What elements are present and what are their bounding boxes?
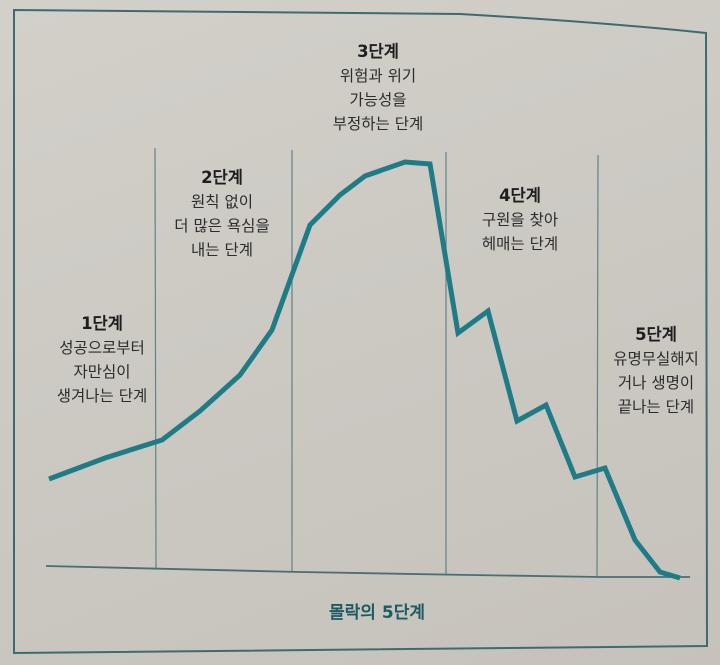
stage-4-label: 4단계 구원을 찾아 헤매는 단계 bbox=[482, 184, 558, 256]
stage-3-line-3: 부정하는 단계 bbox=[332, 115, 424, 133]
stage-5-line-1: 유명무실해지 bbox=[613, 350, 699, 368]
stage-5-line-3: 끝나는 단계 bbox=[617, 398, 695, 416]
stage-3-title: 3단계 bbox=[357, 42, 399, 61]
stage-2-label: 2단계 원칙 없이 더 많은 욕심을 내는 단계 bbox=[174, 166, 269, 262]
stage-1-label: 1단계 성공으로부터 자만심이 생겨나는 단계 bbox=[57, 312, 148, 408]
stage-3-label: 3단계 위험과 위기 가능성을 부정하는 단계 bbox=[333, 40, 424, 136]
baseline-axis bbox=[45, 565, 690, 578]
stage-1-line-3: 생겨나는 단계 bbox=[56, 387, 148, 405]
stage-1-line-1: 성공으로부터 bbox=[59, 339, 145, 357]
stage-divider-1-2 bbox=[154, 147, 157, 570]
stage-1-title: 1단계 bbox=[81, 314, 123, 333]
stage-5-title: 5단계 bbox=[635, 325, 677, 344]
stage-3-line-1: 위험과 위기 bbox=[339, 67, 417, 85]
stage-5-label: 5단계 유명무실해지 거나 생명이 끝나는 단계 bbox=[613, 323, 699, 419]
stage-2-title: 2단계 bbox=[201, 168, 243, 187]
decline-curve bbox=[48, 159, 681, 581]
stage-5-line-2: 거나 생명이 bbox=[617, 374, 695, 392]
stage-2-line-1: 원칙 없이 bbox=[191, 193, 253, 211]
figure-caption: 몰락의 5단계 bbox=[329, 603, 425, 623]
stage-1-line-2: 자만심이 bbox=[73, 363, 131, 381]
figure-frame bbox=[13, 8, 709, 655]
stage-4-title: 4단계 bbox=[499, 186, 541, 205]
stage-3-line-2: 가능성을 bbox=[349, 91, 407, 109]
stage-divider-4-5 bbox=[596, 154, 599, 578]
stage-4-line-2: 헤매는 단계 bbox=[481, 235, 559, 253]
stage-4-line-1: 구원을 찾아 bbox=[481, 211, 559, 229]
stage-2-line-2: 더 많은 욕심을 bbox=[174, 217, 270, 235]
stage-2-line-3: 내는 단계 bbox=[191, 241, 253, 259]
